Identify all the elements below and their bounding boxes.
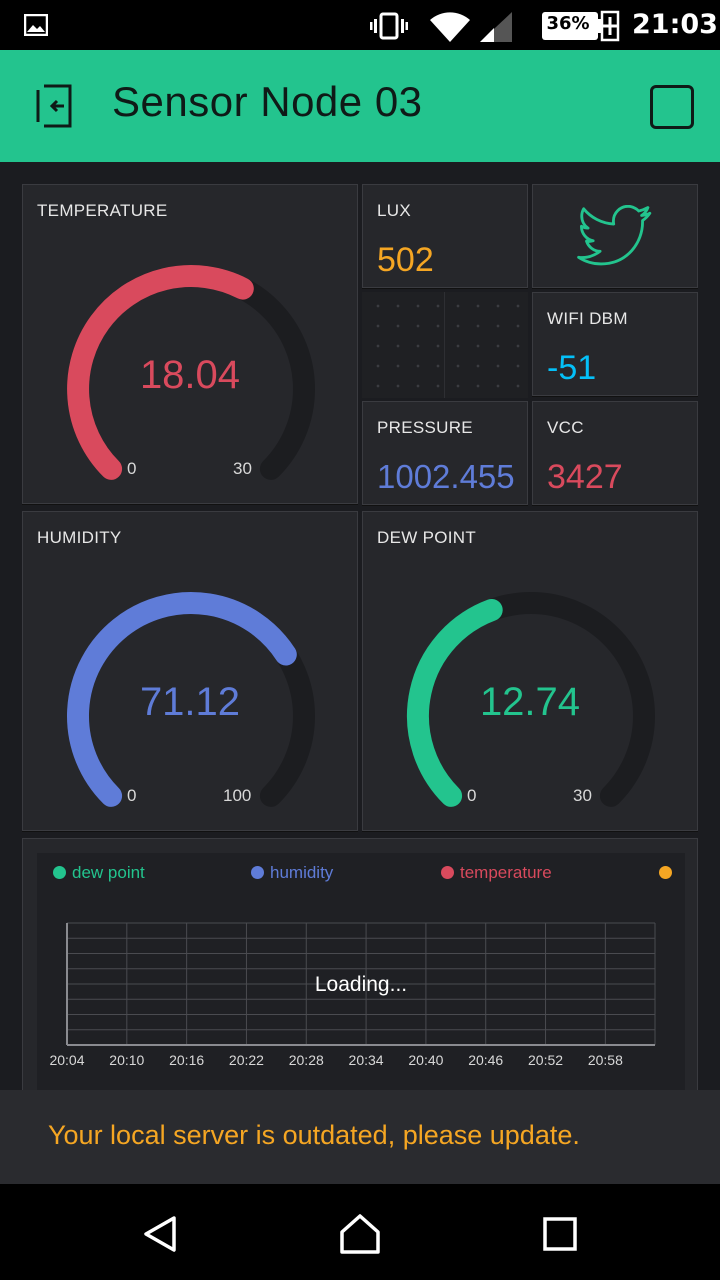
recents-square-icon[interactable]	[542, 1216, 578, 1252]
x-tick-label: 20:16	[169, 1052, 204, 1068]
humidity-label: HUMIDITY	[37, 528, 122, 547]
lux-widget[interactable]: LUX 502	[362, 184, 528, 288]
humidity-gauge-widget[interactable]: HUMIDITY 71.12 0 100	[22, 511, 358, 831]
battery-percent: 36%	[546, 13, 590, 34]
legend-humidity[interactable]: humidity	[251, 863, 333, 883]
dew-point-gauge-fill	[406, 599, 503, 807]
dew-point-max: 30	[573, 786, 592, 805]
temperature-max: 30	[233, 459, 252, 478]
vcc-widget[interactable]: VCC 3427	[532, 401, 698, 505]
x-tick-label: 20:46	[468, 1052, 503, 1068]
exit-icon[interactable]	[30, 80, 86, 132]
temperature-gauge-fill	[67, 265, 254, 480]
status-bar: 36% 21:03	[0, 0, 720, 50]
page-title: Sensor Node 03	[112, 78, 423, 125]
chart-grid: 20:04 20:10 20:16 20:22 20:28 20:34 20:40 20:46…	[49, 922, 656, 1068]
history-chart-widget[interactable]: dew point humidity temperature 20:04 20:1…	[22, 838, 698, 1098]
x-tick-label: 20:40	[408, 1052, 443, 1068]
temperature-gauge-arc	[67, 265, 315, 480]
lux-value: 502	[377, 241, 434, 279]
square-icon[interactable]	[650, 85, 694, 129]
twitter-widget[interactable]	[532, 184, 698, 288]
legend-fourth-series[interactable]	[659, 863, 678, 883]
navigation-bar	[0, 1184, 720, 1280]
pressure-value: 1002.455	[377, 458, 515, 495]
legend-label: humidity	[270, 863, 334, 882]
dew-point-value: 12.74	[479, 680, 581, 724]
snackbar-message: Your local server is outdated, please up…	[48, 1120, 580, 1150]
grid-divider	[444, 292, 445, 398]
vcc-value: 3427	[547, 458, 623, 496]
dew-point-gauge-widget[interactable]: DEW POINT 12.74 0 30	[362, 511, 698, 831]
dew-point-min: 0	[467, 786, 477, 805]
twitter-icon	[577, 205, 652, 266]
chart-area: dew point humidity temperature 20:04 20:1…	[37, 853, 685, 1093]
snackbar[interactable]: Your local server is outdated, please up…	[0, 1090, 720, 1184]
x-tick-label: 20:22	[229, 1052, 264, 1068]
empty-grid-panel	[362, 292, 528, 398]
wifi-dbm-widget[interactable]: WIFI DBM -51	[532, 292, 698, 396]
legend-dew-point[interactable]: dew point	[53, 863, 145, 883]
wifi-label: WIFI DBM	[547, 309, 628, 328]
battery-charging-icon	[542, 10, 620, 42]
humidity-gauge-arc	[67, 592, 315, 807]
legend-dot	[251, 866, 264, 879]
wifi-value: -51	[547, 349, 597, 387]
legend-dot	[53, 866, 66, 879]
x-tick-label: 20:10	[109, 1052, 144, 1068]
clock: 21:03	[632, 9, 718, 40]
humidity-min: 0	[127, 786, 137, 805]
temperature-label: TEMPERATURE	[37, 201, 168, 220]
humidity-value: 71.12	[139, 680, 241, 724]
x-tick-label: 20:04	[49, 1052, 84, 1068]
humidity-max: 100	[223, 786, 252, 805]
wifi-icon	[430, 12, 470, 42]
legend-label: temperature	[460, 863, 552, 882]
x-tick-label: 20:52	[528, 1052, 563, 1068]
temperature-gauge-widget[interactable]: TEMPERATURE 18.04 0 30	[22, 184, 358, 504]
lux-label: LUX	[377, 201, 411, 220]
back-triangle-icon[interactable]	[140, 1214, 180, 1254]
loading-text: Loading...	[314, 973, 408, 996]
vibrate-icon	[370, 12, 408, 40]
dew-point-label: DEW POINT	[377, 528, 477, 547]
x-tick-label: 20:34	[349, 1052, 384, 1068]
image-icon	[24, 14, 48, 36]
legend-dot	[659, 866, 672, 879]
home-icon[interactable]	[338, 1212, 382, 1256]
x-tick-label: 20:28	[289, 1052, 324, 1068]
humidity-gauge-fill	[67, 592, 297, 807]
legend-dot	[441, 866, 454, 879]
temperature-value: 18.04	[139, 353, 241, 397]
pressure-widget[interactable]: PRESSURE 1002.455	[362, 401, 528, 505]
temperature-min: 0	[127, 459, 137, 478]
app-bar: Sensor Node 03	[0, 50, 720, 162]
x-tick-label: 20:58	[588, 1052, 623, 1068]
vcc-label: VCC	[547, 418, 584, 437]
legend-label: dew point	[72, 863, 145, 882]
dew-point-gauge-arc	[406, 592, 655, 807]
pressure-label: PRESSURE	[377, 418, 473, 437]
signal-icon	[480, 12, 512, 42]
legend-temperature[interactable]: temperature	[441, 863, 552, 883]
